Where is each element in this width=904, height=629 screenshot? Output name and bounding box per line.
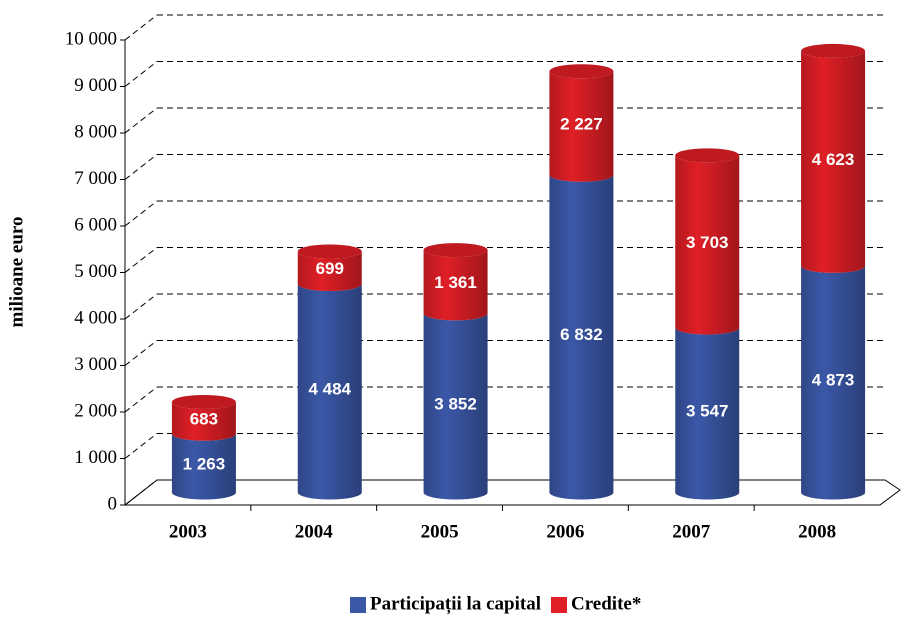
y-tick-label: 7 000 xyxy=(74,168,117,189)
value-label: 3 547 xyxy=(686,402,729,421)
y-axis-label: milioane euro xyxy=(6,216,27,327)
cylinder-cap xyxy=(801,43,866,58)
y-tick-label: 0 xyxy=(108,493,118,514)
legend-swatch xyxy=(350,597,366,613)
grid-diagonal xyxy=(124,154,158,180)
grid-diagonal xyxy=(124,433,158,459)
y-tick-label: 8 000 xyxy=(74,121,117,142)
x-tick-label: 2005 xyxy=(421,521,459,542)
x-tick-label: 2003 xyxy=(169,521,207,542)
bar-segment xyxy=(423,250,488,321)
legend-label: Credite* xyxy=(571,593,641,614)
y-tick-label: 1 000 xyxy=(74,447,117,468)
floor xyxy=(123,479,901,506)
grid-diagonal xyxy=(124,200,158,227)
bar-segment xyxy=(549,71,614,182)
grid-diagonal xyxy=(124,14,158,41)
x-tick-label: 2006 xyxy=(546,521,584,542)
cylinder-cap xyxy=(297,244,362,259)
y-tick-label: 4 000 xyxy=(74,307,117,328)
y-tick-label: 6 000 xyxy=(74,214,117,235)
grid-diagonal xyxy=(124,61,158,87)
bar-segment xyxy=(171,433,236,500)
x-tick-label: 2004 xyxy=(295,521,334,542)
value-label: 4 484 xyxy=(308,380,351,399)
grid-diagonal xyxy=(124,293,158,320)
legend-swatch xyxy=(550,597,567,613)
bar-segment xyxy=(675,327,740,500)
y-tick-label: 2 000 xyxy=(74,400,117,421)
value-label: 2 227 xyxy=(560,115,603,134)
y-tick-label: 10 000 xyxy=(65,28,117,49)
bar-segment xyxy=(549,174,614,500)
grid-diagonal xyxy=(124,247,158,273)
value-label: 1 263 xyxy=(183,455,226,474)
y-tick-label: 5 000 xyxy=(74,261,117,282)
legend-label: Participații la capital xyxy=(370,593,541,614)
value-label: 3 852 xyxy=(434,394,477,413)
value-label: 4 623 xyxy=(812,150,855,169)
grid-diagonal xyxy=(124,479,158,506)
value-label: 1 361 xyxy=(434,273,477,292)
grid-diagonal xyxy=(124,107,158,134)
value-label: 3 703 xyxy=(686,233,729,252)
bar-segment xyxy=(675,155,740,335)
cylinder-cap xyxy=(549,64,614,79)
grid-diagonal xyxy=(124,386,158,413)
bar-segment xyxy=(297,251,362,291)
x-tick-label: 2007 xyxy=(672,521,711,542)
y-tick-label: 3 000 xyxy=(74,354,117,375)
bar-segment xyxy=(171,402,236,441)
grid-diagonal xyxy=(124,340,158,366)
bar-segment xyxy=(297,283,362,500)
value-label: 6 832 xyxy=(560,325,603,344)
value-label: 699 xyxy=(316,259,344,278)
value-label: 683 xyxy=(190,409,218,428)
y-tick-label: 9 000 xyxy=(74,75,117,96)
bar-segment xyxy=(801,265,866,500)
bar-segment xyxy=(423,313,488,500)
cylinder-cap xyxy=(171,395,236,410)
bar-segment xyxy=(801,50,866,273)
cylinder-cap xyxy=(423,243,488,258)
value-label: 4 873 xyxy=(812,371,855,390)
cylinder-cap xyxy=(675,148,740,163)
x-tick-label: 2008 xyxy=(798,521,836,542)
